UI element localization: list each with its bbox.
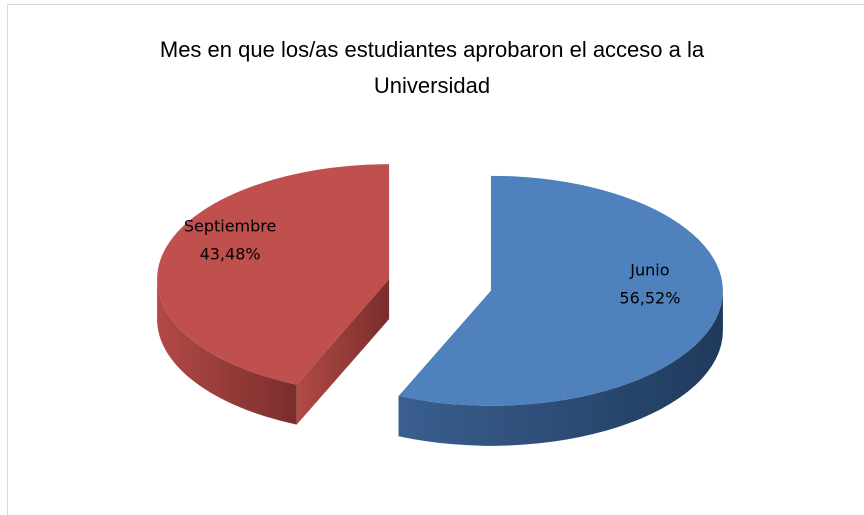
slice-label: Septiembre <box>184 216 277 235</box>
slice-side <box>157 279 297 425</box>
slice <box>157 164 390 385</box>
slice-side <box>296 279 390 425</box>
slice-side <box>398 290 723 446</box>
slice-value-label: 56,52% <box>619 289 680 308</box>
slice-label: Junio <box>629 261 669 280</box>
slice <box>398 175 723 406</box>
slice-value-label: 43,48% <box>200 244 261 263</box>
chart-border <box>7 4 864 515</box>
chart-title: Mes en que los/as estudiantes aprobaron … <box>159 37 705 98</box>
